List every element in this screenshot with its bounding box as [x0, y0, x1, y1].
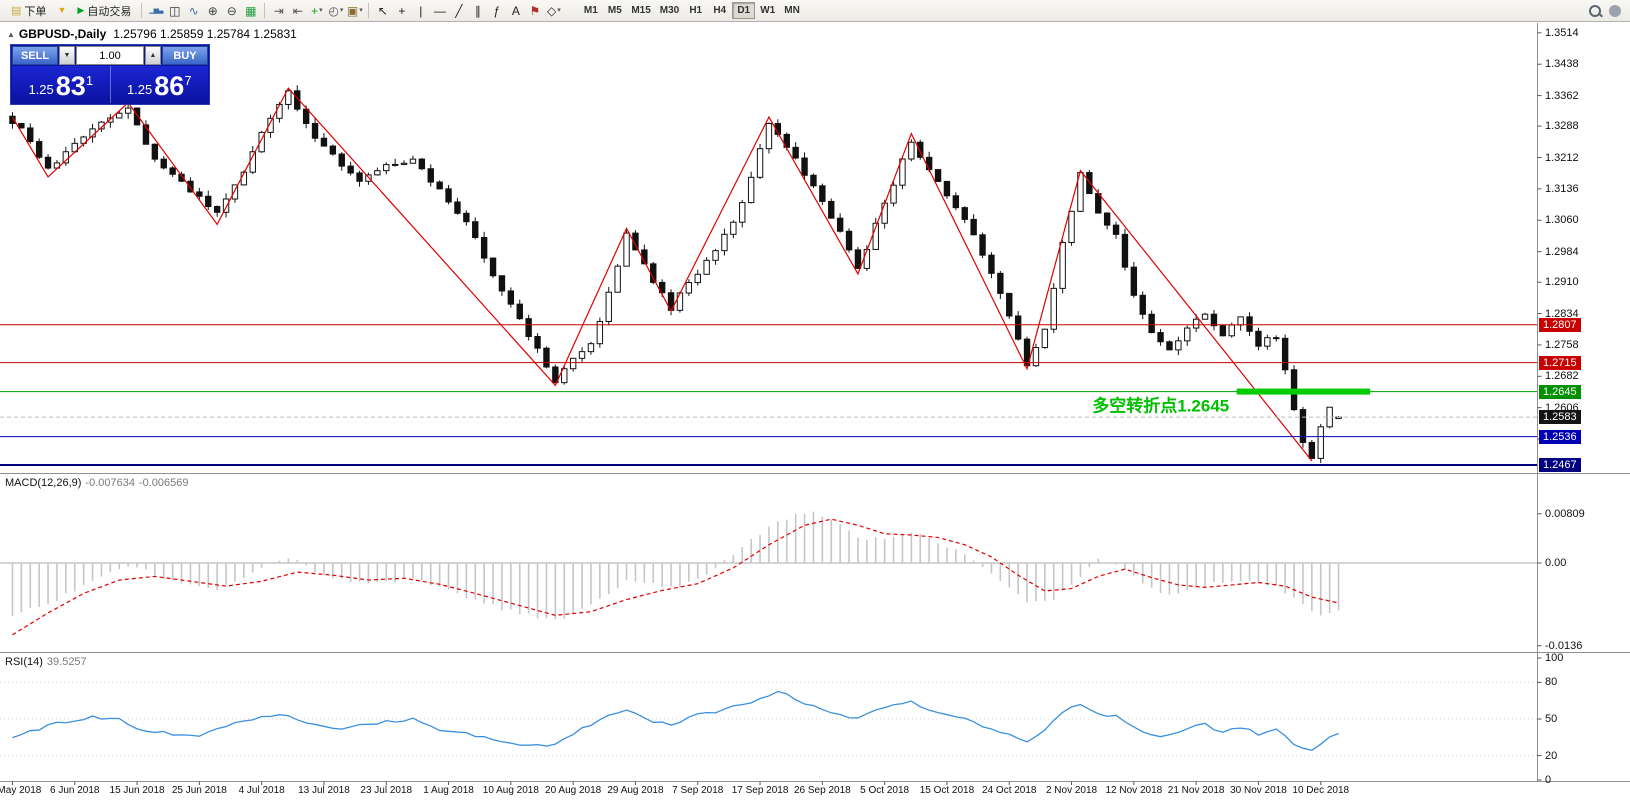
- new-order-button[interactable]: ▤ 下单: [5, 2, 52, 20]
- horizontal-line-icon[interactable]: —: [433, 3, 446, 18]
- candlestick-chart-icon[interactable]: ◫: [169, 3, 181, 18]
- lot-size-input[interactable]: [76, 46, 144, 65]
- chart-title: GBPUSD-,Daily: [18, 27, 107, 41]
- trade-prices-row: 1.25 83 1 1.25 86 7: [12, 66, 208, 103]
- cursor-icon[interactable]: ↖: [377, 3, 388, 18]
- collapse-arrow-icon[interactable]: ▲: [7, 30, 15, 39]
- toolbar-separator: [368, 3, 370, 18]
- toolbar-separator: [264, 3, 266, 18]
- buy-price-button[interactable]: 1.25 86 7: [111, 66, 209, 103]
- buy-button[interactable]: BUY: [162, 46, 208, 65]
- vertical-line-icon[interactable]: |: [419, 3, 423, 18]
- sell-price-button[interactable]: 1.25 83 1: [12, 66, 110, 103]
- buy-price-small: 1.25: [126, 82, 153, 97]
- autotrading-label: 自动交易: [87, 5, 132, 18]
- rsi-label: RSI(14) 39.5257: [5, 656, 87, 668]
- bar-chart-icon[interactable]: ▁▅▃: [149, 7, 163, 14]
- dropdown-arrow-icon: ▾: [557, 7, 561, 14]
- lot-decrease-button[interactable]: ▼: [59, 46, 75, 65]
- timeframe-buttons: M1 M5 M15 M30 H1 H4 D1 W1 MN: [579, 2, 803, 19]
- rsi-name: RSI(14): [5, 656, 43, 668]
- arrow-label-icon[interactable]: ⚑: [529, 3, 541, 18]
- buy-price-big: 86: [154, 71, 185, 101]
- annotation-text: 多空转折点1.2645: [1092, 395, 1229, 415]
- dropdown-arrow-icon: ▾: [319, 7, 323, 14]
- text-icon[interactable]: A: [511, 3, 520, 18]
- toolbar: ▤ 下单 ▼ ▶ 自动交易 ▁▅▃ ◫ ∿ ⊕ ⊖ ▦ ⇥ ⇤ + ▾ ◴ ▾ ▣ ▾ ↖ + | — ╱ ∥ ƒ A ⚑ ◇…: [0, 0, 1630, 22]
- lot-increase-button[interactable]: ▲: [145, 46, 161, 65]
- fibonacci-icon[interactable]: ƒ: [493, 3, 501, 18]
- community-icon[interactable]: [1609, 4, 1621, 17]
- tf-button-h1[interactable]: H1: [689, 5, 703, 16]
- line-chart-icon[interactable]: ∿: [188, 3, 199, 18]
- sell-button[interactable]: SELL: [12, 46, 58, 65]
- tf-button-h4[interactable]: H4: [713, 5, 727, 16]
- trendline-icon[interactable]: ╱: [455, 3, 463, 18]
- sell-price-sup: 1: [85, 73, 94, 88]
- macd-value-main: -0.007634: [85, 477, 135, 489]
- channel-icon[interactable]: ∥: [474, 3, 481, 18]
- chart-ohlc: 1.25796 1.25859 1.25784 1.25831: [113, 27, 297, 41]
- tf-button-m5[interactable]: M5: [607, 5, 622, 16]
- macd-name: MACD(12,26,9): [5, 477, 82, 489]
- dropdown-arrow-icon: ▾: [359, 7, 363, 14]
- zoom-out-icon[interactable]: ⊖: [226, 3, 237, 18]
- chart-header: ▲ GBPUSD-,Daily 1.25796 1.25859 1.25784 1.…: [7, 27, 297, 41]
- new-order-icon: ▤: [11, 5, 22, 17]
- price-divider: [109, 66, 111, 103]
- sell-price-small: 1.25: [28, 82, 54, 97]
- buy-price-sup: 7: [184, 73, 192, 88]
- tf-button-d1[interactable]: D1: [732, 2, 756, 19]
- zoom-in-icon[interactable]: ⊕: [207, 3, 218, 18]
- autotrading-button[interactable]: ▶ 自动交易: [71, 2, 137, 20]
- play-icon: ▶: [77, 5, 85, 15]
- indicators-add-icon[interactable]: + ▾: [311, 3, 323, 18]
- toolbar-icons: ▁▅▃ ◫ ∿ ⊕ ⊖ ▦ ⇥ ⇤ + ▾ ◴ ▾ ▣ ▾ ↖ + | — ╱ ∥ ƒ A ⚑ ◇ ▾: [146, 2, 563, 20]
- search-icon[interactable]: [1587, 3, 1603, 19]
- macd-value-signal: -0.006569: [138, 477, 189, 489]
- shapes-icon[interactable]: ◇ ▾: [546, 3, 561, 18]
- auto-scroll-icon[interactable]: ⇥: [273, 3, 284, 18]
- chart-shift-icon[interactable]: ⇤: [292, 3, 303, 18]
- toolbar-separator: [141, 3, 143, 18]
- sell-price-big: 83: [55, 71, 86, 101]
- tf-button-m30[interactable]: M30: [659, 5, 680, 16]
- dropdown-arrow-icon: ▾: [339, 7, 344, 14]
- trade-controls-row: SELL ▼ ▲ BUY: [12, 46, 208, 65]
- tf-button-m1[interactable]: M1: [583, 5, 598, 16]
- crosshair-icon[interactable]: +: [398, 3, 406, 18]
- tile-windows-icon[interactable]: ▦: [245, 3, 257, 18]
- macd-label: MACD(12,26,9) -0.007634 -0.006569: [5, 477, 189, 489]
- toolbar-right: [1587, 3, 1625, 19]
- periods-icon[interactable]: ◴ ▾: [328, 3, 344, 18]
- tf-button-w1[interactable]: W1: [760, 5, 776, 16]
- tf-button-m15[interactable]: M15: [631, 5, 651, 16]
- new-order-label: 下单: [24, 5, 47, 18]
- rsi-value: 39.5257: [46, 656, 87, 668]
- templates-icon[interactable]: ▣ ▾: [346, 3, 363, 18]
- funnel-icon[interactable]: ▼: [57, 5, 67, 15]
- tf-button-mn[interactable]: MN: [784, 5, 800, 16]
